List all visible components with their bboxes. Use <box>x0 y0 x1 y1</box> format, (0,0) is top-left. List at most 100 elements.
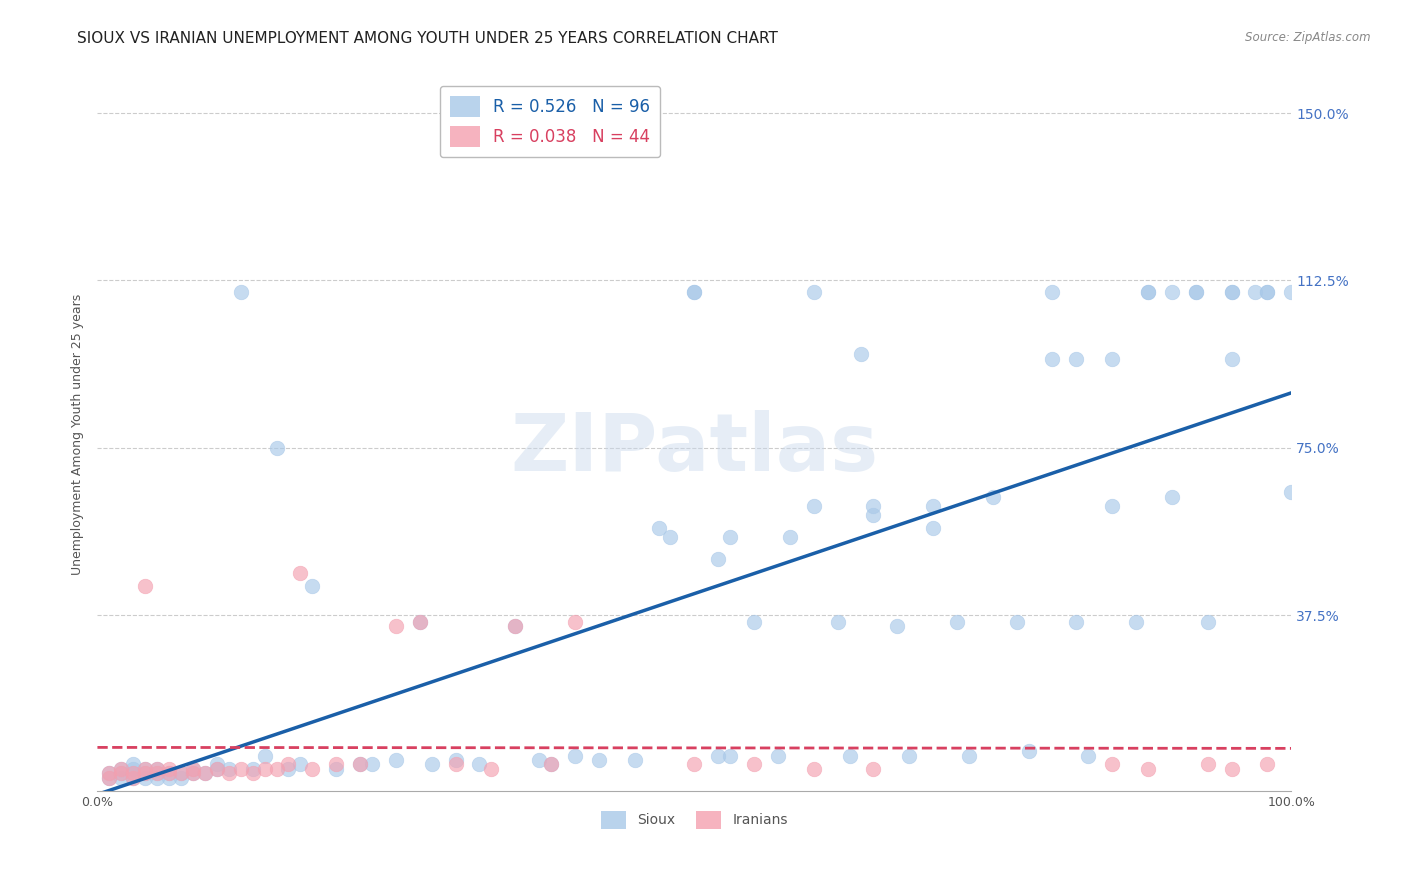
Point <box>1005 615 1028 629</box>
Point <box>134 579 156 593</box>
Point <box>898 748 921 763</box>
Point <box>290 566 312 580</box>
Point <box>1125 615 1147 629</box>
Point <box>194 766 217 780</box>
Point <box>122 757 145 772</box>
Point <box>181 766 204 780</box>
Point <box>659 530 682 544</box>
Point <box>181 762 204 776</box>
Point <box>1042 351 1064 366</box>
Point <box>683 285 706 299</box>
Point <box>361 757 384 772</box>
Point <box>851 347 873 361</box>
Point <box>134 762 156 776</box>
Point <box>957 748 980 763</box>
Point <box>349 757 371 772</box>
Point <box>181 766 204 780</box>
Point <box>146 762 169 776</box>
Point <box>157 762 180 776</box>
Point <box>1066 351 1088 366</box>
Point <box>266 441 288 455</box>
Point <box>1136 285 1159 299</box>
Point <box>122 771 145 785</box>
Point <box>146 766 169 780</box>
Point <box>479 762 502 776</box>
Point <box>588 753 610 767</box>
Point <box>1197 757 1219 772</box>
Point <box>981 490 1004 504</box>
Point <box>409 615 432 629</box>
Point <box>277 762 299 776</box>
Point <box>170 771 193 785</box>
Point <box>922 521 945 535</box>
Point <box>1101 757 1123 772</box>
Point <box>218 766 240 780</box>
Text: ZIPatlas: ZIPatlas <box>510 409 879 488</box>
Point <box>229 762 252 776</box>
Point <box>1256 757 1278 772</box>
Point <box>623 753 645 767</box>
Point <box>146 766 169 780</box>
Point <box>540 757 562 772</box>
Point <box>838 748 860 763</box>
Point <box>253 748 276 763</box>
Point <box>134 762 156 776</box>
Point <box>1184 285 1206 299</box>
Point <box>122 771 145 785</box>
Point <box>503 619 526 633</box>
Point <box>886 619 908 633</box>
Point <box>742 615 765 629</box>
Y-axis label: Unemployment Among Youth under 25 years: Unemployment Among Youth under 25 years <box>72 293 84 575</box>
Point <box>122 762 145 776</box>
Point <box>277 757 299 772</box>
Point <box>110 762 132 776</box>
Text: SIOUX VS IRANIAN UNEMPLOYMENT AMONG YOUTH UNDER 25 YEARS CORRELATION CHART: SIOUX VS IRANIAN UNEMPLOYMENT AMONG YOUT… <box>77 31 778 46</box>
Point <box>229 285 252 299</box>
Point <box>779 530 801 544</box>
Point <box>862 762 884 776</box>
Point <box>444 753 467 767</box>
Point <box>157 766 180 780</box>
Point <box>134 771 156 785</box>
Point <box>766 748 789 763</box>
Point <box>444 757 467 772</box>
Point <box>194 766 217 780</box>
Text: Source: ZipAtlas.com: Source: ZipAtlas.com <box>1246 31 1371 45</box>
Point <box>1136 285 1159 299</box>
Point <box>803 762 825 776</box>
Point <box>290 757 312 772</box>
Point <box>862 499 884 513</box>
Point <box>98 766 121 780</box>
Point <box>98 771 121 785</box>
Point <box>718 748 741 763</box>
Point <box>1256 285 1278 299</box>
Point <box>1220 285 1243 299</box>
Point <box>922 499 945 513</box>
Point <box>1244 285 1267 299</box>
Point <box>110 771 132 785</box>
Point <box>1220 285 1243 299</box>
Point <box>827 615 849 629</box>
Point <box>122 766 145 780</box>
Point <box>1018 744 1040 758</box>
Point <box>1160 285 1182 299</box>
Point <box>349 757 371 772</box>
Point <box>420 757 443 772</box>
Point <box>564 615 586 629</box>
Point <box>170 766 193 780</box>
Point <box>1197 615 1219 629</box>
Point <box>146 771 169 785</box>
Point <box>1136 762 1159 776</box>
Point <box>1220 351 1243 366</box>
Point <box>301 762 323 776</box>
Point <box>98 766 121 780</box>
Point <box>503 619 526 633</box>
Point <box>468 757 491 772</box>
Point <box>540 757 562 772</box>
Point <box>146 762 169 776</box>
Point <box>1042 285 1064 299</box>
Point <box>803 499 825 513</box>
Point <box>205 762 228 776</box>
Point <box>157 766 180 780</box>
Point <box>1160 490 1182 504</box>
